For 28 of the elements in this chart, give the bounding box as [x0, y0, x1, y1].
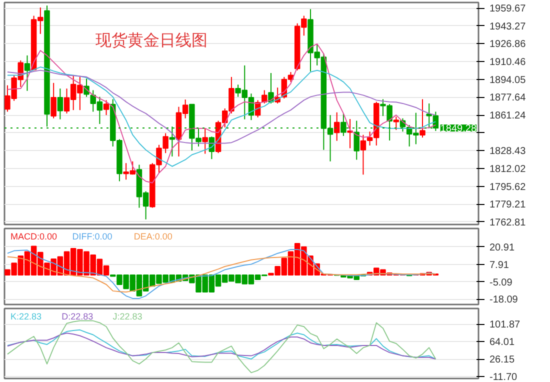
y-tick-label: 1779.21	[490, 200, 526, 211]
series-label: J:22.83	[112, 312, 142, 322]
y-tick-label: 101.87	[490, 320, 521, 331]
y-tick-label: 7.91	[490, 260, 510, 271]
y-tick-label: 26.15	[490, 354, 515, 366]
y-tick-label: -11.70	[490, 372, 518, 382]
y-tick-label: -18.09	[490, 294, 518, 306]
text: 现货黄金日线图	[96, 32, 208, 50]
y-tick-label: 1762.81	[490, 217, 526, 228]
y-tick-label: 1877.64	[490, 92, 526, 104]
y-tick-label: 64.01	[490, 337, 515, 348]
text: K:22.83	[10, 312, 42, 322]
text: DIFF:0.00	[72, 232, 112, 242]
text: DEA:0.00	[134, 232, 172, 242]
series-label: D:22.83	[62, 312, 94, 322]
y-tick-label: -5.09	[490, 277, 513, 288]
ref-line-label: 1849.28	[440, 124, 477, 135]
y-tick-label: 1926.86	[490, 39, 526, 50]
y-tick-label: 1795.62	[490, 182, 526, 193]
y-tick-label: 1861.24	[490, 110, 526, 122]
y-tick-label: 1894.05	[490, 74, 526, 86]
y-tick-label: 1812.02	[490, 164, 526, 176]
y-tick-label: 1828.43	[490, 146, 526, 158]
y-tick-label: 1910.46	[490, 57, 526, 68]
y-tick-label: 1959.67	[490, 4, 526, 15]
series-label: MACD:0.00	[10, 232, 58, 242]
y-tick-label: 20.91	[490, 242, 515, 254]
y-tick-label: 1943.27	[490, 21, 526, 32]
